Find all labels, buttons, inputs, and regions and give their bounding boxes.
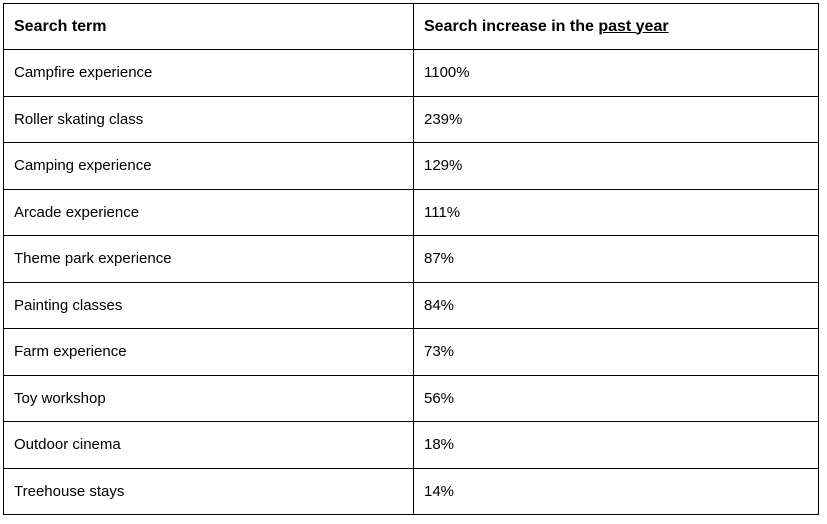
search-increase-cell: 14% xyxy=(413,467,819,515)
search-increase-cell: 56% xyxy=(413,374,819,422)
table-row: Theme park experience 87% xyxy=(3,235,819,283)
search-term-cell: Campfire experience xyxy=(3,49,414,97)
search-term-cell: Farm experience xyxy=(3,328,414,376)
search-term-cell: Theme park experience xyxy=(3,235,414,283)
search-increase-cell: 87% xyxy=(413,235,819,283)
search-term-cell: Painting classes xyxy=(3,281,414,329)
table-body: Campfire experience 1100% Roller skating c… xyxy=(3,49,819,515)
search-term-cell: Toy workshop xyxy=(3,374,414,422)
search-term-cell: Treehouse stays xyxy=(3,467,414,515)
header-past-year-underlined: past year xyxy=(598,17,669,35)
table-row: Roller skating class 239% xyxy=(3,95,819,143)
search-term-cell: Arcade experience xyxy=(3,188,414,236)
search-increase-cell: 73% xyxy=(413,328,819,376)
search-increase-cell: 18% xyxy=(413,421,819,469)
search-term-cell: Roller skating class xyxy=(3,95,414,143)
search-increase-cell: 84% xyxy=(413,281,819,329)
table-row: Painting classes 84% xyxy=(3,281,819,329)
table-row: Outdoor cinema 18% xyxy=(3,421,819,469)
header-row: Search term Search increase in the past … xyxy=(3,3,819,50)
search-increase-cell: 239% xyxy=(413,95,819,143)
search-increase-cell: 129% xyxy=(413,142,819,190)
column-header-search-increase: Search increase in the past year xyxy=(413,3,819,50)
header-increase-text: Search increase in the xyxy=(424,17,599,35)
table-row: Treehouse stays 14% xyxy=(3,467,819,515)
column-header-search-term: Search term xyxy=(3,3,414,50)
table-row: Toy workshop 56% xyxy=(3,374,819,422)
table-row: Camping experience 129% xyxy=(3,142,819,190)
search-increase-cell: 1100% xyxy=(413,49,819,97)
search-term-cell: Outdoor cinema xyxy=(3,421,414,469)
table-row: Campfire experience 1100% xyxy=(3,49,819,97)
search-trends-table: Search term Search increase in the past … xyxy=(3,3,819,515)
table-row: Farm experience 73% xyxy=(3,328,819,376)
table-row: Arcade experience 111% xyxy=(3,188,819,236)
search-increase-cell: 111% xyxy=(413,188,819,236)
search-term-cell: Camping experience xyxy=(3,142,414,190)
